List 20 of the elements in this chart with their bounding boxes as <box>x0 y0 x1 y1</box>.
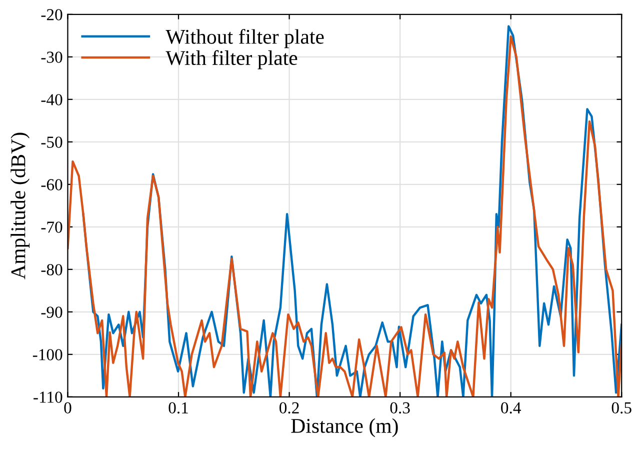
x-tick-label: 0.2 <box>280 402 299 414</box>
y-axis-title: Amplitude (dBV) <box>10 132 30 280</box>
x-tick-label: 0.4 <box>501 402 521 414</box>
y-tick-label: -100 <box>32 349 62 360</box>
y-tick-label: -70 <box>41 222 62 233</box>
legend-label: With filter plate <box>166 50 298 70</box>
legend-label: Without filter plate <box>166 28 324 48</box>
y-tick-label: -40 <box>41 94 62 106</box>
y-tick-label: -80 <box>41 264 62 276</box>
x-tick-label: 0.1 <box>168 402 188 414</box>
x-tick-label: 0 <box>64 402 72 414</box>
x-tick-label: 0.5 <box>612 402 632 414</box>
y-tick-label: -110 <box>34 392 62 403</box>
y-tick-label: -50 <box>41 136 62 148</box>
x-axis-title: Distance (m) <box>291 418 398 438</box>
y-tick-label: -20 <box>41 9 62 20</box>
x-tick-label: 0.3 <box>390 402 410 414</box>
y-tick-label: -90 <box>41 306 62 318</box>
y-tick-label: -60 <box>41 179 62 190</box>
y-tick-label: -30 <box>41 52 62 63</box>
